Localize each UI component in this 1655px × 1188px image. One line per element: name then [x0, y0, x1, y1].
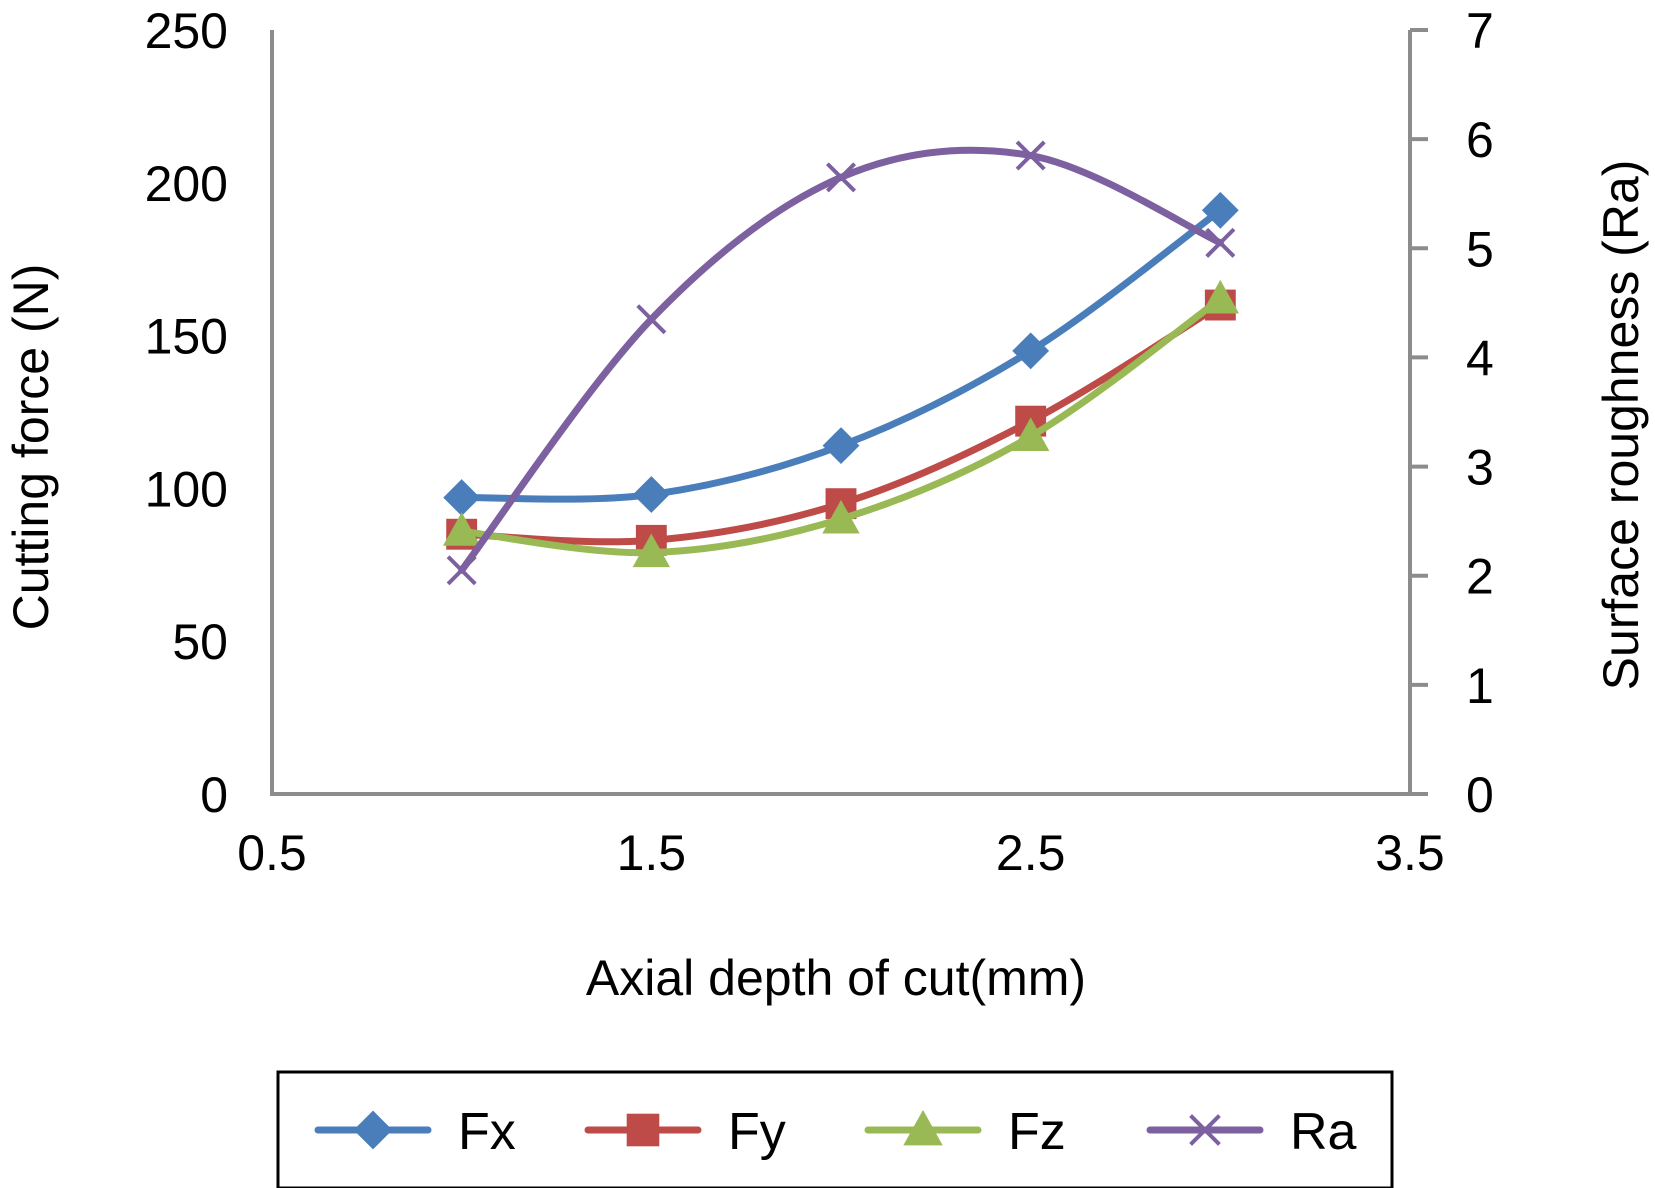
data-point-fz	[1201, 279, 1240, 314]
y-tick-label: 100	[145, 461, 228, 517]
data-point-ra	[636, 304, 667, 335]
data-point-fz	[1011, 417, 1050, 452]
right-y-tick-marks	[1410, 28, 1428, 796]
data-point-ra	[1205, 227, 1236, 258]
y-tick-label: 50	[172, 614, 228, 670]
left-y-axis-title: Cutting force (N)	[3, 264, 59, 631]
x-tick-labels: 0.5 1.5 2.5 3.5	[237, 825, 1445, 881]
data-point-fz	[442, 512, 481, 546]
data-point-ra	[1015, 140, 1046, 171]
legend-item-fz: Fz	[864, 1103, 1066, 1161]
x-tick-label: 2.5	[996, 825, 1066, 881]
data-point-ra	[825, 162, 857, 193]
data-point-fx	[632, 476, 670, 513]
y-tick-label: 200	[145, 156, 228, 212]
right-y-tick-labels: 0 1 2 3 4 5 6 7	[1466, 3, 1494, 823]
x-tick-label: 3.5	[1375, 825, 1445, 881]
legend-item-fy: Fy	[584, 1103, 786, 1161]
left-y-tick-labels: 0 50 100 150 200 250	[145, 3, 228, 823]
legend-label: Fz	[1008, 1103, 1066, 1161]
y-tick-label: 150	[145, 309, 228, 365]
legend-label: Fy	[728, 1103, 786, 1161]
data-point-fz	[632, 533, 671, 568]
data-point-fx	[1201, 191, 1239, 229]
series-line-ra	[458, 146, 1224, 574]
legend-marker-fz	[903, 1109, 943, 1146]
axes	[270, 30, 1424, 796]
x-tick-label: 0.5	[237, 825, 307, 881]
y2-tick-label: 6	[1466, 112, 1494, 168]
legend-item-fx: Fx	[314, 1103, 516, 1161]
right-y-axis-title: Surface roughness (Ra)	[1593, 160, 1649, 691]
y-tick-label: 0	[200, 767, 228, 823]
y2-tick-label: 4	[1466, 330, 1494, 386]
data-point-ra	[446, 555, 477, 586]
legend-marker-fy	[626, 1113, 660, 1147]
y2-tick-label: 1	[1466, 658, 1494, 714]
data-point-fx	[822, 427, 860, 465]
legend-marker-ra	[1189, 1114, 1221, 1146]
data-point-fz	[822, 499, 860, 534]
series-fz	[442, 279, 1240, 568]
legend: Fx Fy Fz Ra	[276, 1070, 1394, 1188]
legend-label: Fx	[458, 1103, 516, 1161]
x-axis-title: Axial depth of cut(mm)	[586, 950, 1086, 1006]
data-point-fx	[1012, 332, 1050, 370]
y-tick-label: 250	[145, 3, 228, 59]
series-ra	[446, 140, 1236, 586]
data-point-fx	[443, 479, 481, 516]
y2-tick-label: 5	[1466, 221, 1494, 277]
series-fx	[443, 191, 1239, 516]
legend-label: Ra	[1290, 1103, 1357, 1161]
series-layer	[442, 140, 1240, 586]
legend-marker-fx	[353, 1110, 393, 1150]
x-tick-label: 1.5	[617, 825, 687, 881]
y2-tick-label: 7	[1466, 3, 1494, 59]
y2-tick-label: 2	[1466, 549, 1494, 605]
y2-tick-label: 3	[1466, 440, 1494, 496]
legend-item-ra: Ra	[1146, 1103, 1357, 1161]
legend-items: Fx Fy Fz Ra	[314, 1103, 1357, 1161]
y2-tick-label: 0	[1466, 767, 1494, 823]
